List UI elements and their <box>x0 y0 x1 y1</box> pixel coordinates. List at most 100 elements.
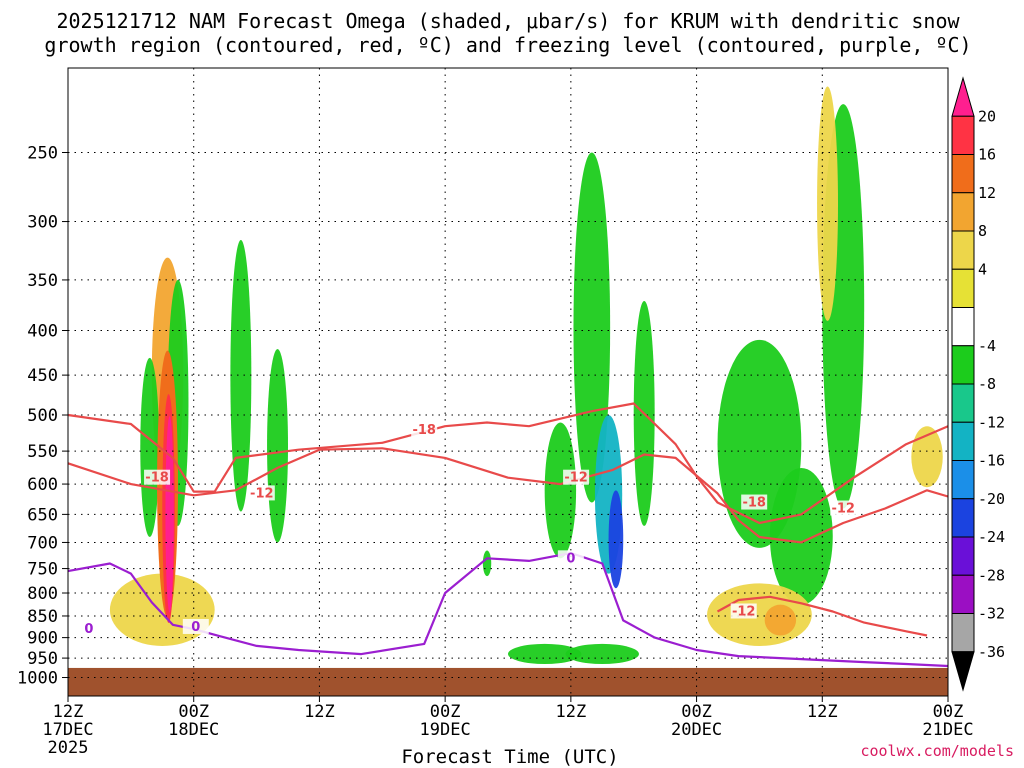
surface-terrain <box>68 667 948 696</box>
omega-shading <box>109 86 943 665</box>
contour-label: 0 <box>191 620 200 635</box>
x-tick-time: 12Z <box>555 702 586 722</box>
contour-minus12-line <box>67 447 949 544</box>
contour-label: -12 <box>564 471 588 486</box>
colorbar-segment <box>951 345 975 385</box>
colorbar-label: -16 <box>978 452 1005 470</box>
colorbar-label: 12 <box>978 184 996 202</box>
y-tick-label: 850 <box>27 607 58 627</box>
x-tick-time: 12Z <box>304 702 335 722</box>
y-tick-label: 350 <box>27 271 58 291</box>
omega-cell <box>817 86 838 321</box>
y-tick-label: 550 <box>27 442 58 462</box>
contour-minus18-line <box>67 402 949 525</box>
x-tick-time: 12Z <box>53 702 84 722</box>
contour-label-bg <box>248 485 275 501</box>
plot-frame <box>67 67 949 697</box>
colorbar-label: -4 <box>978 337 996 355</box>
x-tick-time: 00Z <box>681 702 712 722</box>
y-tick-label: 450 <box>27 366 58 386</box>
x-tick-year: 2025 <box>48 738 89 758</box>
colorbar-label: -12 <box>978 413 1005 431</box>
y-tick-label: 1000 <box>17 669 58 689</box>
colorbar-segment <box>951 154 975 194</box>
x-tick-time: 00Z <box>430 702 461 722</box>
omega-cell <box>544 422 577 559</box>
x-tick-date: 20DEC <box>671 720 722 740</box>
colorbar-segment <box>951 268 975 308</box>
colorbar-segment <box>951 613 975 653</box>
colorbar-segment <box>951 192 975 232</box>
colorbar: 20 16 12 8 4 -4 -8 -12 -16 -20 -24 -28 -32 -36 <box>951 76 1005 692</box>
omega-cell <box>165 416 174 613</box>
omega-cell <box>565 643 639 665</box>
colorbar-segment <box>951 307 975 347</box>
y-tick-label: 800 <box>27 584 58 604</box>
omega-cell <box>267 348 288 543</box>
contour-label: 0 <box>566 551 575 566</box>
omega-cell <box>764 604 797 636</box>
omega-cell <box>230 240 252 512</box>
colorbar-label: 8 <box>978 222 987 240</box>
colorbar-bottom-triangle <box>951 651 975 692</box>
omega-cell <box>911 426 943 488</box>
y-tick-label: 900 <box>27 629 58 649</box>
colorbar-segment <box>951 383 975 423</box>
contour-label: -12 <box>250 486 274 501</box>
colorbar-label: 4 <box>978 260 987 278</box>
credit-text: coolwx.com/models <box>860 742 1014 760</box>
y-tick-label: 950 <box>27 649 58 669</box>
chart-title-line2: growth region (contoured, red, ºC) and f… <box>44 33 971 57</box>
y-tick-label: 500 <box>27 406 58 426</box>
x-tick-date: 19DEC <box>420 720 471 740</box>
chart-title-line1: 2025121712 NAM Forecast Omega (shaded, μ… <box>56 9 960 33</box>
colorbar-label: -24 <box>978 528 1005 546</box>
colorbar-top-triangle <box>951 76 975 117</box>
colorbar-segment <box>951 460 975 500</box>
colorbar-label: -20 <box>978 490 1005 508</box>
x-tick-date: 21DEC <box>922 720 973 740</box>
omega-cell <box>140 357 160 537</box>
freezing-level-line <box>67 552 949 668</box>
contour-label: 0 <box>84 622 93 637</box>
surface-layer <box>68 667 948 696</box>
y-tick-label: 700 <box>27 533 58 553</box>
y-tick-label: 750 <box>27 560 58 580</box>
y-tick-label: 600 <box>27 475 58 495</box>
contour-label-bg <box>563 469 590 485</box>
contour-label-bg <box>411 421 438 437</box>
plot-area: -18 -12 -18 -12 -18 -12 -12 0 0 0 <box>67 67 949 697</box>
y-tick-label: 650 <box>27 505 58 525</box>
colorbar-segment <box>951 536 975 576</box>
contour-label-bg <box>741 494 768 510</box>
x-axis-label: Forecast Time (UTC) <box>401 746 618 768</box>
colorbar-label: 20 <box>978 107 996 125</box>
colorbar-segment <box>951 421 975 461</box>
contour-label-bg <box>144 469 171 485</box>
omega-cell <box>608 490 624 589</box>
colorbar-label: 16 <box>978 146 996 164</box>
x-tick-date: 17DEC <box>42 720 93 740</box>
contour-label-bg <box>830 500 857 516</box>
colorbar-segment <box>951 574 975 614</box>
omega-cell <box>508 643 582 665</box>
x-tick-time: 00Z <box>178 702 209 722</box>
contour-labels: -18 -12 -18 -12 -18 -12 -12 0 0 0 <box>75 421 857 637</box>
colorbar-segment <box>951 230 975 270</box>
colorbar-segment <box>951 498 975 538</box>
y-tick-label: 250 <box>27 144 58 164</box>
colorbar-label: -8 <box>978 375 996 393</box>
x-tick-time: 12Z <box>807 702 838 722</box>
contour-label: -18 <box>412 423 436 438</box>
omega-cell <box>482 550 492 577</box>
y-tick-label: 300 <box>27 213 58 233</box>
contour-lower-dgz-line <box>716 595 928 637</box>
x-tick-time: 00Z <box>933 702 964 722</box>
contour-label-bg <box>75 621 102 637</box>
colorbar-label: -36 <box>978 643 1005 661</box>
omega-cell <box>769 467 833 605</box>
contour-lines <box>67 402 949 668</box>
contour-label: -12 <box>732 604 756 619</box>
contour-label: -18 <box>742 496 766 511</box>
